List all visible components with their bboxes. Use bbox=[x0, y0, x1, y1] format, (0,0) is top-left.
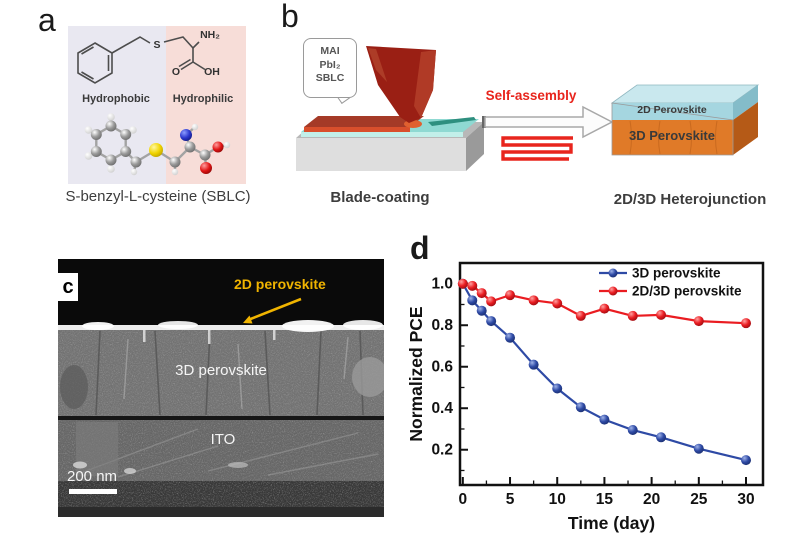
bubble-line-sblc: SBLC bbox=[315, 72, 345, 85]
panel-d-label: d bbox=[410, 230, 430, 266]
sblc-structure-card: NH₂ S O OH Hydrophobic Hydrophilic bbox=[68, 26, 246, 184]
data-point bbox=[627, 310, 638, 321]
skeletal-bonds bbox=[77, 36, 206, 84]
x-axis-title: Time (day) bbox=[568, 513, 655, 533]
oxygen-atom bbox=[212, 141, 224, 153]
panel-a-caption: S-benzyl-L-cysteine (SBLC) bbox=[65, 188, 251, 205]
ballstick-atoms bbox=[84, 113, 231, 176]
legend-label: 3D perovskite bbox=[632, 266, 721, 281]
wet-perovskite-film bbox=[304, 116, 424, 132]
sblc-molecule-drawing bbox=[77, 36, 231, 176]
layered-2d-sheets-icon bbox=[501, 136, 573, 161]
self-assembly-label: Self-assembly bbox=[485, 88, 577, 103]
legend-marker bbox=[608, 286, 618, 296]
ink-speech-bubble: MAI PbI₂ SBLC bbox=[303, 38, 357, 98]
hydrophobic-label: Hydrophobic bbox=[82, 93, 150, 105]
stability-chart: 0 5 10 15 20 25 30 0.2 0.4 0.6 0.8 1.0 3D perovskite… bbox=[408, 261, 765, 533]
data-point bbox=[552, 298, 563, 309]
x-tick-label: 20 bbox=[643, 491, 660, 508]
stack-3d-label: 3D Perovskite bbox=[629, 128, 715, 143]
nh2-label: NH₂ bbox=[200, 29, 220, 41]
panel-a-label: a bbox=[38, 2, 56, 38]
grain-highlights bbox=[123, 336, 349, 410]
data-point bbox=[599, 303, 610, 314]
oxygen-atom bbox=[200, 162, 212, 174]
y-tick-label: 0.8 bbox=[431, 317, 453, 334]
s-label: S bbox=[153, 39, 161, 51]
sem-ito-annotation: ITO bbox=[210, 431, 236, 448]
data-point bbox=[528, 295, 539, 306]
wood-grain-texture bbox=[629, 120, 718, 155]
data-point bbox=[486, 296, 497, 307]
o-label: O bbox=[171, 66, 181, 78]
data-point bbox=[528, 359, 539, 370]
legend-marker bbox=[608, 268, 618, 278]
data-point bbox=[467, 280, 478, 291]
x-tick-label: 30 bbox=[737, 491, 754, 508]
data-point bbox=[656, 432, 667, 443]
blade-coating-schematic bbox=[296, 46, 484, 171]
data-point bbox=[627, 425, 638, 436]
data-point bbox=[505, 290, 516, 301]
bubble-line-pbi2: PbI₂ bbox=[319, 58, 341, 71]
x-tick-label: 5 bbox=[506, 491, 515, 508]
x-tick-label: 15 bbox=[596, 491, 614, 508]
sulfur-atom bbox=[149, 143, 163, 157]
x-tick-label: 0 bbox=[459, 491, 468, 508]
data-point bbox=[476, 288, 487, 299]
data-point bbox=[656, 309, 667, 320]
y-tick-label: 0.4 bbox=[431, 400, 453, 417]
plot-frame bbox=[458, 261, 765, 487]
y-tick-label: 0.2 bbox=[431, 442, 453, 459]
data-point bbox=[552, 383, 563, 394]
data-point bbox=[505, 332, 516, 343]
data-point bbox=[599, 414, 610, 425]
panel-c-label: c bbox=[58, 273, 78, 301]
coating-blade bbox=[366, 46, 436, 123]
data-point bbox=[467, 295, 478, 306]
data-point bbox=[741, 455, 752, 466]
sem-texture bbox=[58, 259, 384, 517]
data-point bbox=[457, 278, 468, 289]
panel-b-process-caption: Blade-coating bbox=[330, 189, 430, 206]
y-tick-label: 1.0 bbox=[431, 276, 453, 293]
data-point bbox=[693, 316, 704, 327]
sem-cross-section-image: c 2D perovskite 3D perovskite ITO 200 nm bbox=[58, 259, 384, 517]
hydrophilic-label: Hydrophilic bbox=[172, 93, 234, 105]
bubble-line-mai: MAI bbox=[320, 45, 340, 57]
layer-3d-front bbox=[612, 120, 733, 155]
panel-b-label: b bbox=[281, 0, 299, 34]
scale-bar bbox=[69, 489, 117, 494]
data-point bbox=[693, 443, 704, 454]
y-tick-label: 0.6 bbox=[431, 359, 453, 376]
heterojunction-stack bbox=[610, 84, 760, 156]
data-point bbox=[741, 318, 752, 329]
data-point bbox=[486, 316, 497, 327]
data-point bbox=[575, 402, 586, 413]
oh-label: OH bbox=[204, 66, 220, 78]
process-arrow bbox=[482, 105, 614, 139]
panel-b-result-caption: 2D/3D Heterojunction bbox=[613, 191, 767, 208]
scale-bar-label: 200 nm bbox=[67, 468, 118, 485]
sem-2d-annotation: 2D perovskite bbox=[234, 276, 326, 292]
x-tick-label: 10 bbox=[549, 491, 566, 508]
legend-label: 2D/3D perovskite bbox=[632, 284, 742, 299]
annotation-arrow-2d bbox=[243, 297, 302, 324]
stack-2d-label: 2D Perovskite bbox=[637, 104, 707, 116]
sem-3d-annotation: 3D perovskite bbox=[175, 362, 267, 379]
nitrogen-atom bbox=[180, 129, 192, 141]
data-point bbox=[575, 310, 586, 321]
data-point bbox=[476, 305, 487, 316]
y-axis-title: Normalized PCE bbox=[408, 306, 426, 441]
x-tick-label: 25 bbox=[690, 491, 708, 508]
